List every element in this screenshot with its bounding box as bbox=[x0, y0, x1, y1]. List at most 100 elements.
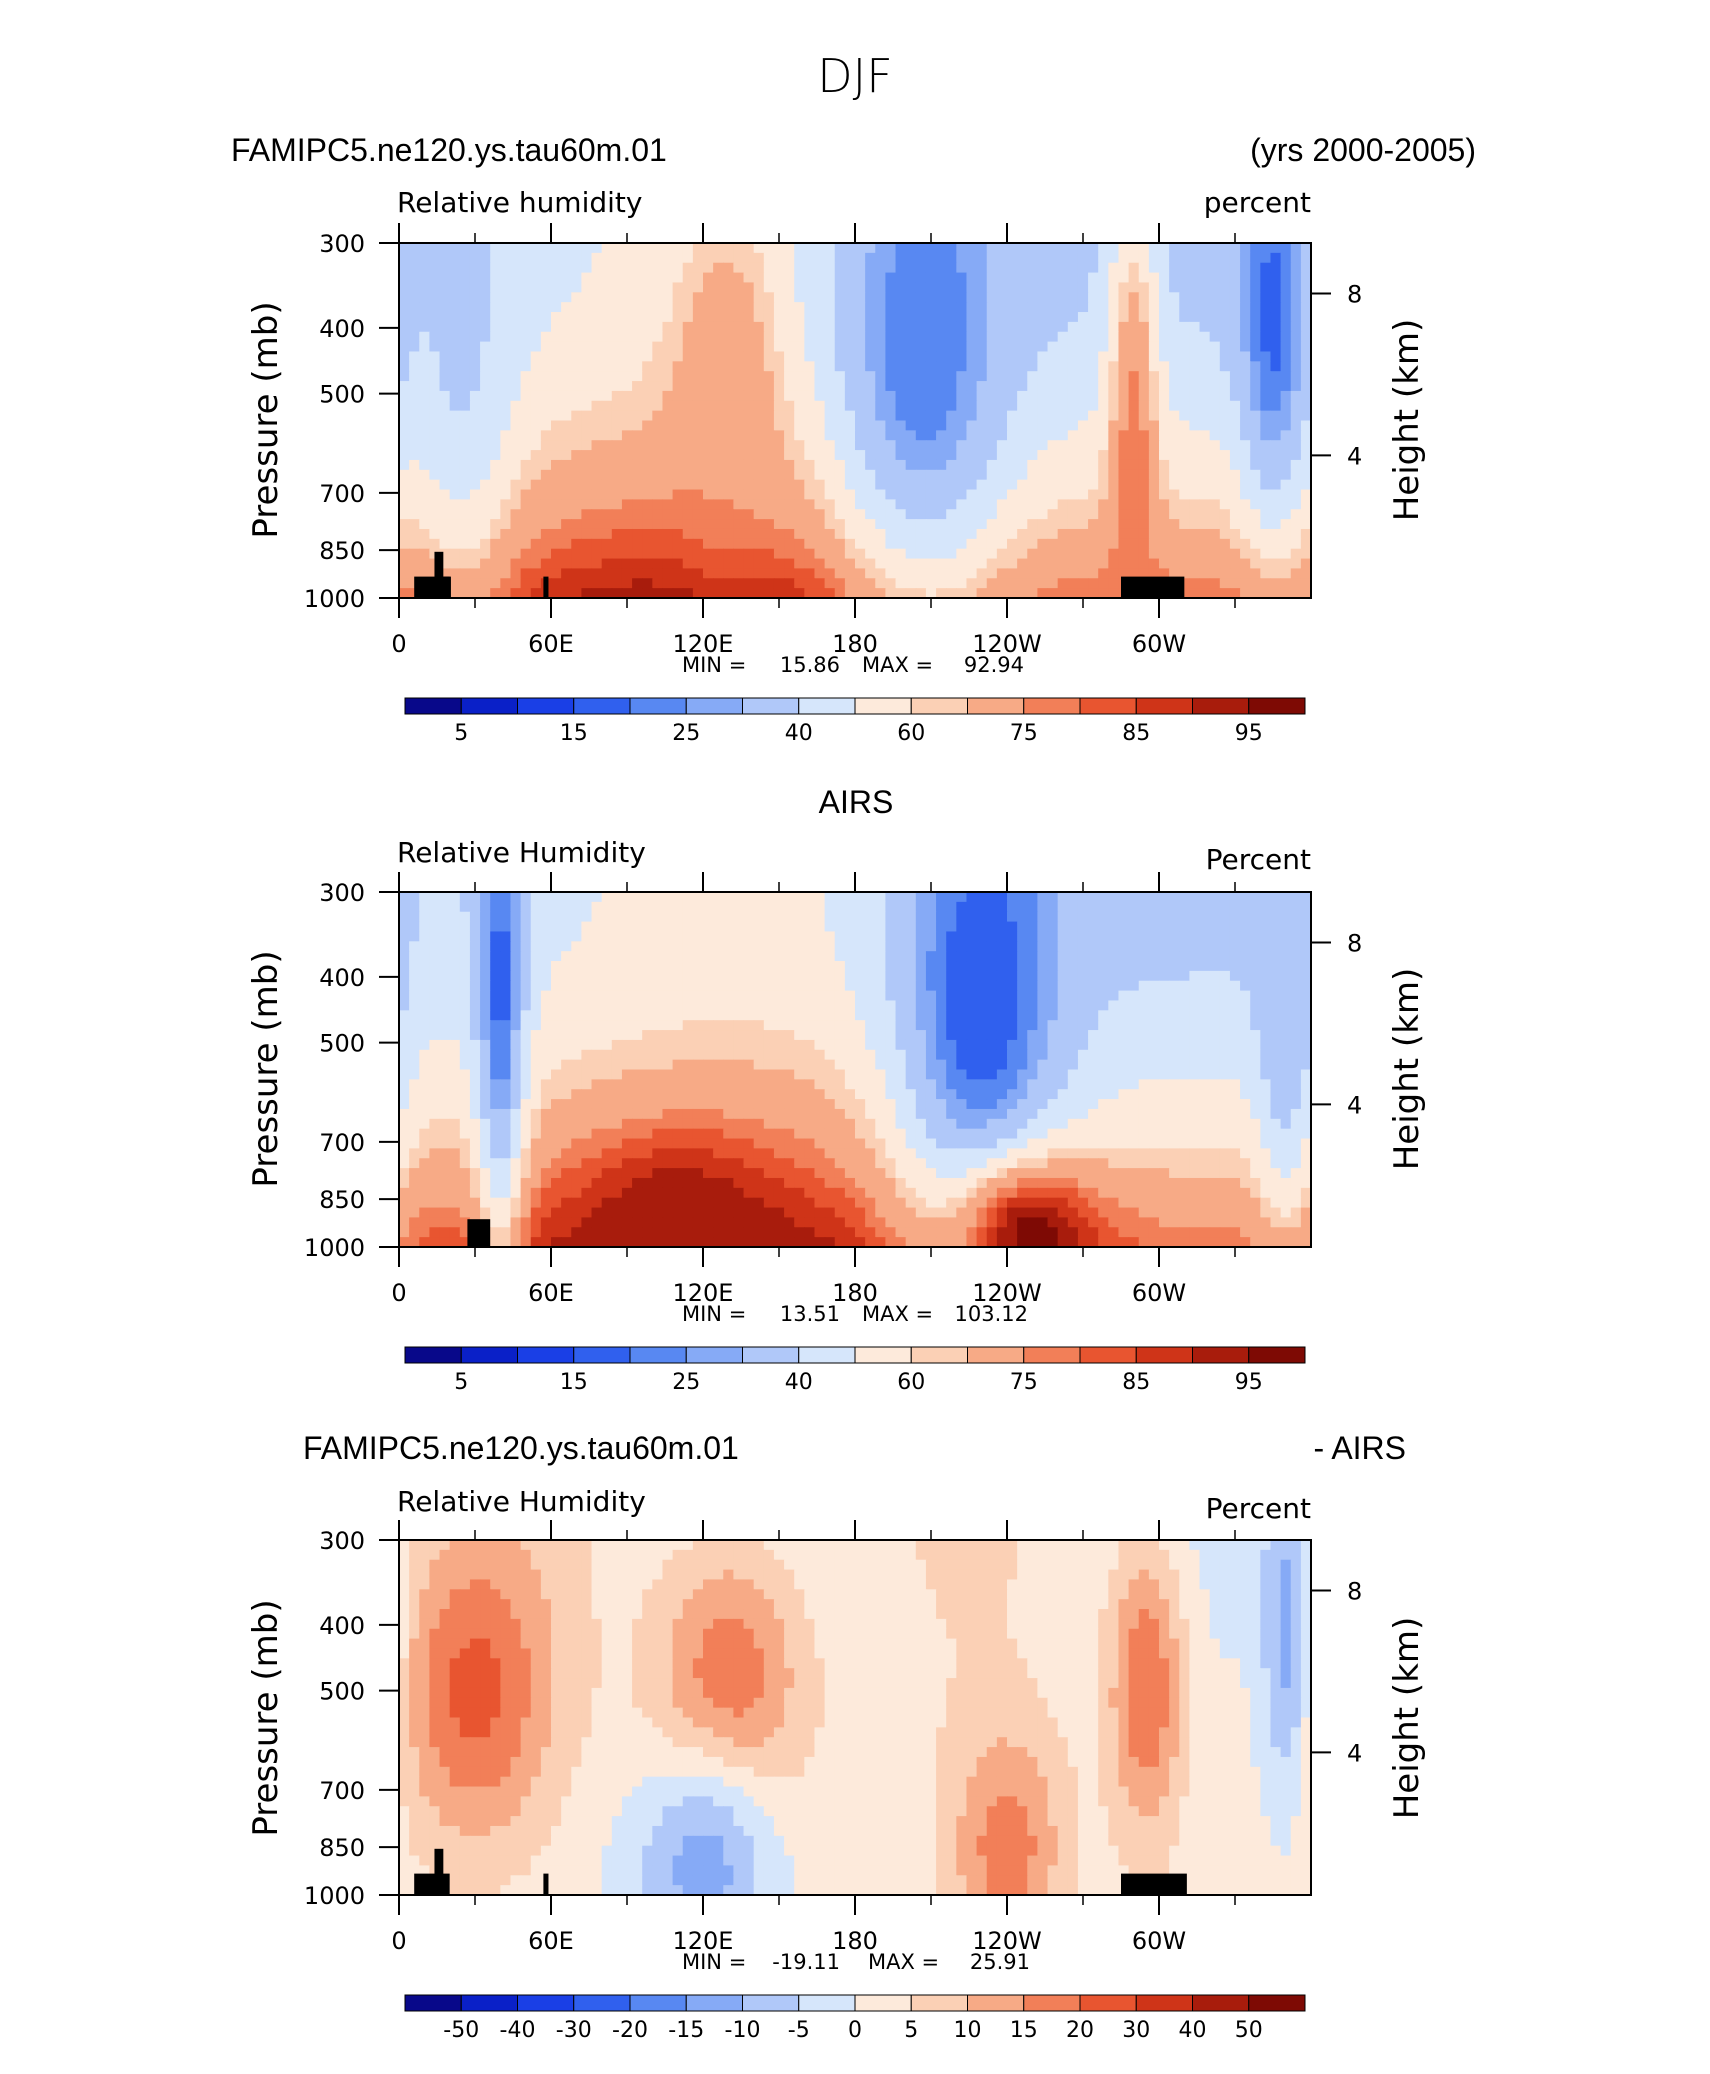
field-cell bbox=[1220, 1050, 1231, 1060]
field-cell bbox=[399, 450, 410, 460]
field-cell bbox=[865, 961, 876, 971]
field-cell bbox=[460, 1010, 471, 1020]
field-cell bbox=[1149, 1030, 1160, 1040]
field-cell bbox=[1058, 480, 1069, 490]
field-cell bbox=[551, 902, 562, 912]
field-cell bbox=[581, 391, 592, 401]
field-cell bbox=[642, 490, 653, 500]
field-cell bbox=[561, 302, 572, 312]
field-cell bbox=[1098, 549, 1109, 559]
field-cell bbox=[1129, 391, 1140, 401]
field-cell bbox=[1139, 951, 1150, 961]
field-cell bbox=[1078, 263, 1089, 273]
field-cell bbox=[723, 430, 734, 440]
field-cell bbox=[561, 480, 572, 490]
field-cell bbox=[896, 322, 907, 332]
field-cell bbox=[733, 559, 744, 569]
field-cell bbox=[1048, 440, 1059, 450]
field-cell bbox=[733, 1060, 744, 1070]
field-cell bbox=[764, 282, 775, 292]
field-cell bbox=[450, 273, 461, 283]
field-cell bbox=[703, 470, 714, 480]
field-cell bbox=[1169, 351, 1180, 361]
field-cell bbox=[744, 243, 755, 253]
field-cell bbox=[896, 1040, 907, 1050]
field-cell bbox=[1169, 549, 1180, 559]
field-cell bbox=[551, 430, 562, 440]
field-cell bbox=[784, 951, 795, 961]
field-cell bbox=[510, 490, 521, 500]
field-cell bbox=[612, 282, 623, 292]
field-cell bbox=[987, 961, 998, 971]
field-cell bbox=[916, 971, 927, 981]
field-cell bbox=[1230, 1060, 1241, 1070]
field-cell bbox=[480, 922, 491, 932]
field-cell bbox=[855, 421, 866, 431]
field-cell bbox=[1068, 568, 1079, 578]
field-cell bbox=[936, 578, 947, 588]
field-cell bbox=[855, 519, 866, 529]
field-cell bbox=[1281, 263, 1292, 273]
field-cell bbox=[510, 332, 521, 342]
field-cell bbox=[1149, 991, 1160, 1001]
field-cell bbox=[825, 351, 836, 361]
field-cell bbox=[450, 971, 461, 981]
field-cell bbox=[673, 519, 684, 529]
field-cell bbox=[733, 440, 744, 450]
field-cell bbox=[1169, 282, 1180, 292]
field-cell bbox=[1291, 450, 1302, 460]
field-cell bbox=[764, 312, 775, 322]
panel-1-title-left: FAMIPC5.ne120.ys.tau60m.01 bbox=[231, 132, 667, 168]
field-cell bbox=[1250, 302, 1261, 312]
field-cell bbox=[683, 371, 694, 381]
field-cell bbox=[997, 902, 1008, 912]
panel-1-max-label: MAX = bbox=[862, 653, 933, 677]
field-cell bbox=[460, 421, 471, 431]
field-cell bbox=[1301, 499, 1312, 509]
field-cell bbox=[602, 1010, 613, 1020]
field-cell bbox=[1169, 961, 1180, 971]
field-cell bbox=[865, 509, 876, 519]
field-cell bbox=[926, 559, 937, 569]
field-cell bbox=[521, 273, 532, 283]
field-cell bbox=[885, 559, 896, 569]
field-cell bbox=[1179, 411, 1190, 421]
field-cell bbox=[571, 519, 582, 529]
field-cell bbox=[652, 1070, 663, 1080]
field-cell bbox=[662, 470, 673, 480]
field-cell bbox=[1260, 971, 1271, 981]
field-cell bbox=[1270, 430, 1281, 440]
field-cell bbox=[1270, 401, 1281, 411]
field-cell bbox=[541, 519, 552, 529]
field-cell bbox=[1281, 499, 1292, 509]
field-cell bbox=[865, 480, 876, 490]
field-cell bbox=[1017, 1010, 1028, 1020]
field-cell bbox=[1108, 519, 1119, 529]
field-cell bbox=[784, 430, 795, 440]
field-cell bbox=[541, 401, 552, 411]
field-cell bbox=[987, 549, 998, 559]
field-cell bbox=[713, 243, 724, 253]
field-cell bbox=[1250, 411, 1261, 421]
field-cell bbox=[429, 450, 440, 460]
field-cell bbox=[1058, 519, 1069, 529]
field-cell bbox=[977, 361, 988, 371]
field-cell bbox=[1118, 941, 1129, 951]
field-cell bbox=[885, 1010, 896, 1020]
field-cell bbox=[774, 559, 785, 569]
field-cell bbox=[1260, 1060, 1271, 1070]
field-cell bbox=[977, 440, 988, 450]
field-cell bbox=[1169, 381, 1180, 391]
field-cell bbox=[1291, 322, 1302, 332]
field-cell bbox=[1108, 460, 1119, 470]
field-cell bbox=[1129, 411, 1140, 421]
field-cell bbox=[450, 549, 461, 559]
field-cell bbox=[480, 539, 491, 549]
field-cell bbox=[1149, 509, 1160, 519]
field-cell bbox=[673, 332, 684, 342]
field-cell bbox=[1169, 1060, 1180, 1070]
field-cell bbox=[500, 460, 511, 470]
field-cell bbox=[561, 539, 572, 549]
field-cell bbox=[632, 539, 643, 549]
field-cell bbox=[490, 549, 501, 559]
